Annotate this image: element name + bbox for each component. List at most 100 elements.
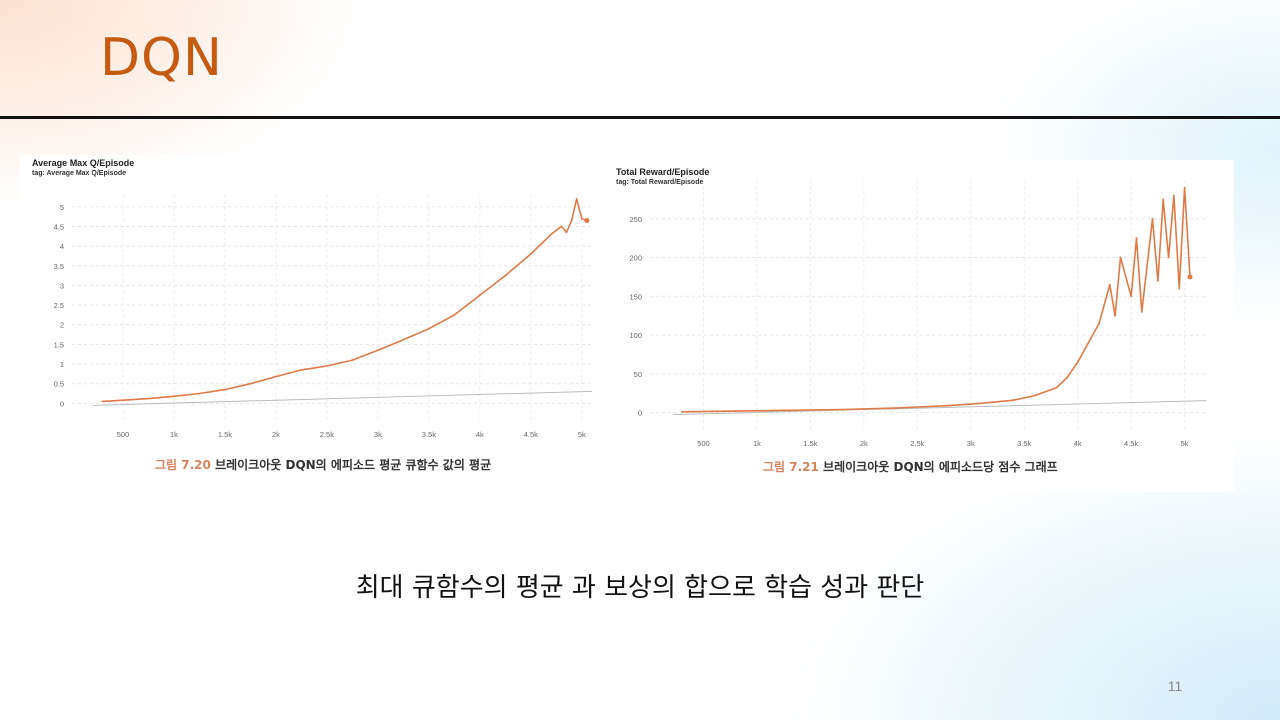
q-data-point (249, 382, 252, 385)
slide-title: DQN (100, 28, 223, 88)
total-reward-chart: Total Reward/Episode tag: Total Reward/Ep… (616, 167, 1207, 448)
q-data-point (560, 225, 563, 228)
q-data-point (427, 327, 430, 330)
reward-data-point (895, 407, 897, 409)
reward-data-point (1162, 198, 1165, 201)
q-data-point (326, 365, 328, 367)
q-data-point (478, 294, 481, 297)
reward-x-tick-label: 500 (697, 439, 710, 448)
reward-data-point (1098, 322, 1100, 325)
q-last-point (584, 218, 590, 224)
q-y-tick-label: 3 (60, 281, 64, 290)
reward-y-tick-label: 250 (629, 215, 642, 224)
q-data-point (453, 313, 456, 316)
reward-x-tick-label: 5k (1181, 439, 1189, 448)
q-x-tick-label: 5k (578, 430, 586, 439)
reward-x-tick-label: 4.5k (1124, 439, 1138, 448)
q-data-point (224, 388, 226, 391)
reward-x-tick-label: 2k (860, 439, 868, 448)
q-x-tick-label: 500 (117, 430, 130, 439)
q-zero-baseline (92, 390, 593, 406)
reward-data-point (1034, 394, 1036, 397)
q-x-tick-label: 3k (374, 430, 382, 439)
reward-y-tick-label: 50 (634, 370, 642, 379)
q-data-point (300, 369, 303, 371)
slide-subtitle: 최대 큐함수의 평균 과 보상의 합으로 학습 성과 판단 (355, 573, 925, 603)
reward-data-point (788, 409, 790, 412)
page-number: 11 (1167, 678, 1183, 694)
reward-data-point (1173, 194, 1175, 197)
reward-data-point (980, 402, 983, 405)
q-y-tick-label: 3.5 (54, 262, 64, 271)
reward-data-point (1066, 376, 1068, 379)
q-x-tick-label: 2.5k (320, 430, 334, 439)
q-data-point (122, 399, 124, 402)
reward-data-point (1119, 256, 1122, 259)
reward-data-point (1076, 361, 1079, 364)
figure-caption-text-left: 브레이크아웃 DQN의 에피소드 평균 큐함수 값의 평균 (215, 458, 492, 472)
q-data-point (198, 392, 201, 395)
reward-data-point (1012, 399, 1015, 402)
reward-data-point (1183, 186, 1186, 189)
reward-zero-baseline (673, 400, 1207, 416)
q-chart-title: Average Max Q/Episode (32, 158, 134, 168)
q-data-point (351, 359, 354, 362)
reward-data-point (1140, 310, 1143, 313)
reward-data-point (1156, 279, 1159, 282)
reward-last-point (1187, 274, 1193, 280)
q-y-tick-label: 4 (60, 242, 64, 251)
figure-caption-text-right: 브레이크아웃 DQN의 에피소드당 점수 그래프 (823, 460, 1058, 474)
reward-data-point (1087, 341, 1090, 344)
reward-chart-title: Total Reward/Episode (616, 167, 709, 177)
q-x-tick-label: 1k (170, 430, 178, 439)
q-data-point (529, 253, 532, 255)
q-y-tick-label: 1 (60, 360, 64, 369)
q-data-point (565, 231, 568, 234)
reward-data-point (1055, 386, 1058, 389)
q-data-point (504, 274, 507, 277)
q-data-point (570, 219, 573, 222)
reward-data-point (1130, 295, 1133, 298)
reward-x-tick-label: 2.5k (910, 439, 924, 448)
reward-data-point (1151, 217, 1154, 220)
reward-x-tick-label: 4k (1074, 439, 1082, 448)
reward-data-point (1108, 283, 1111, 286)
q-y-tick-label: 4.5 (54, 222, 64, 231)
reward-y-tick-label: 200 (629, 254, 642, 263)
reward-data-point (1135, 237, 1138, 240)
q-data-point (147, 397, 150, 400)
figure-number-left: 그림 7.20 (155, 458, 211, 472)
reward-x-tick-label: 3k (967, 439, 975, 448)
reward-data-point (681, 410, 683, 413)
q-x-tick-label: 3.5k (422, 430, 436, 439)
q-y-tick-label: 0 (60, 399, 64, 408)
q-x-tick-label: 1.5k (218, 430, 232, 439)
q-data-point (376, 349, 379, 352)
figure-average-max-q: Average Max Q/Episode tag: Average Max Q/… (20, 155, 598, 485)
reward-x-tick-label: 3.5k (1017, 439, 1031, 448)
title-divider (0, 116, 1280, 119)
q-series-line (102, 198, 588, 403)
q-data-point (275, 375, 277, 378)
reward-y-tick-label: 0 (638, 409, 642, 418)
q-data-point (173, 395, 175, 398)
q-data-point (580, 217, 583, 220)
q-y-tick-label: 1.5 (54, 340, 64, 349)
q-x-tick-label: 2k (272, 430, 280, 439)
reward-series-line (682, 186, 1191, 413)
q-chart-tag: tag: Average Max Q/Episode (32, 170, 126, 177)
figure-total-reward: Total Reward/Episode tag: Total Reward/Ep… (598, 160, 1234, 492)
reward-chart-tag: tag: Total Reward/Episode (616, 179, 703, 186)
q-x-tick-label: 4k (476, 430, 484, 439)
reward-x-tick-label: 1k (753, 439, 761, 448)
q-data-point (101, 400, 104, 403)
figure-caption-left: 그림 7.20 브레이크아웃 DQN의 에피소드 평균 큐함수 값의 평균 (155, 456, 491, 473)
q-data-point (402, 338, 405, 341)
reward-x-tick-label: 1.5k (803, 439, 817, 448)
reward-data-point (734, 410, 737, 412)
q-y-tick-label: 2.5 (54, 301, 64, 310)
figure-number-right: 그림 7.21 (763, 460, 819, 474)
reward-y-tick-label: 100 (629, 331, 642, 340)
q-y-tick-label: 5 (60, 203, 64, 212)
reward-data-point (841, 408, 844, 411)
